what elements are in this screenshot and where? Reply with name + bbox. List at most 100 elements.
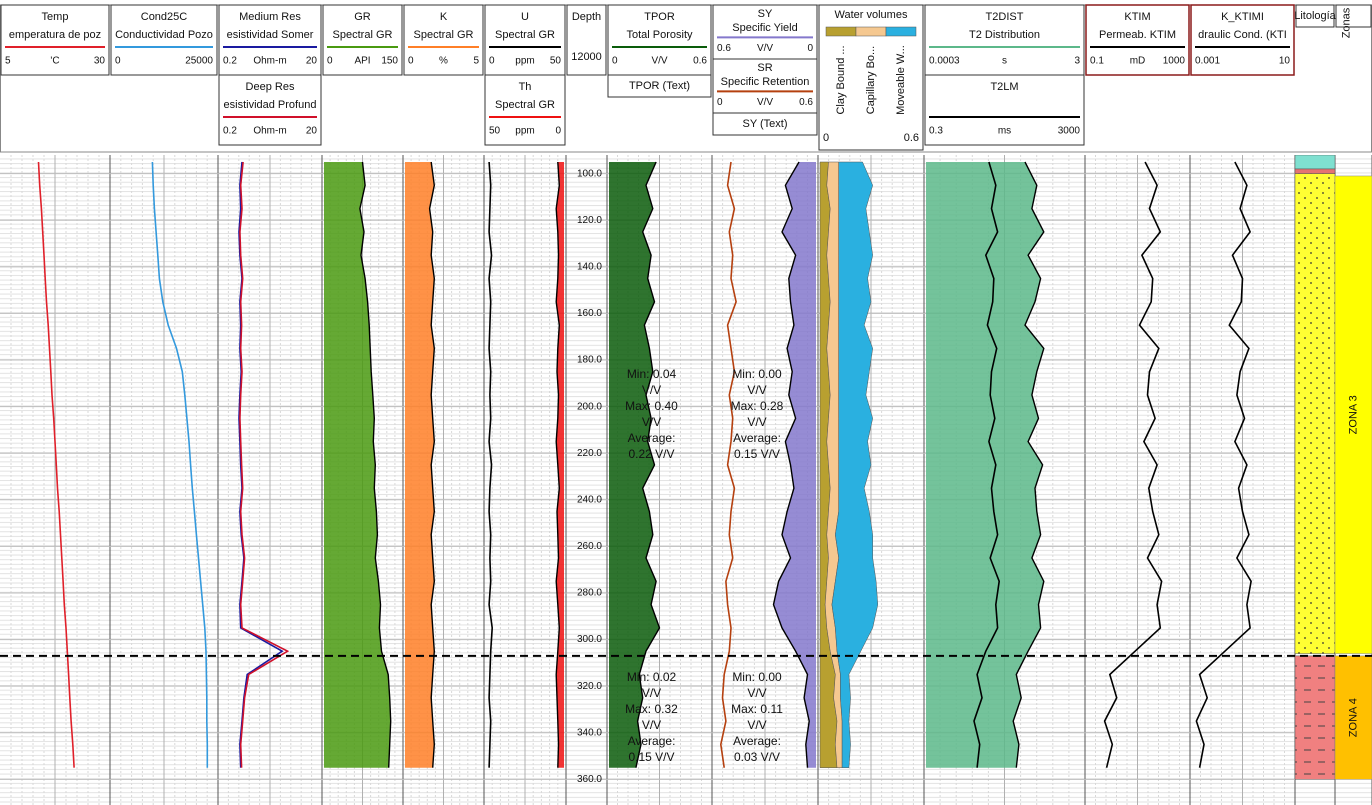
depth-tick-label: 240.0 — [577, 494, 602, 505]
scale-left: 0.001 — [1195, 56, 1220, 67]
header-subtitle: Spectral GR — [495, 29, 555, 41]
zone-label: ZONA 3 — [1347, 395, 1359, 434]
zone-stat: Average: — [628, 734, 676, 748]
header-name: Temp — [42, 11, 69, 23]
header-box — [566, 4, 607, 76]
header-subtitle: Spectral GR — [414, 29, 474, 41]
curve — [151, 161, 209, 768]
depth-tick-label: 360.0 — [577, 774, 602, 785]
zone-stat: Min: 0.02 — [627, 670, 677, 684]
scale-right: 0.6 — [799, 97, 813, 108]
legend-label: Capillary Bo... — [865, 46, 877, 114]
zone-stat: Min: 0.00 — [732, 670, 782, 684]
header-name: KTIM — [1124, 11, 1150, 23]
scale-left: 0.2 — [223, 56, 237, 67]
scale-unit: s — [1002, 56, 1007, 67]
scale-unit: V/V — [651, 56, 667, 67]
zone-stat: V/V — [747, 415, 766, 429]
curve — [359, 161, 392, 768]
scale-right: 50 — [550, 56, 562, 67]
legend-swatch — [825, 26, 857, 37]
curve-fill — [926, 161, 1044, 768]
header-subtitle: Permeab. KTIM — [1099, 29, 1176, 41]
scale-left: 0 — [327, 56, 333, 67]
curve-fill — [609, 161, 660, 768]
scale-unit: ppm — [515, 56, 534, 67]
zone-stat: Min: 0.00 — [732, 367, 782, 381]
legend-swatch — [885, 26, 917, 37]
depth-tick-label: 340.0 — [577, 727, 602, 738]
scale-unit: API — [354, 56, 370, 67]
header-subtitle: Conductividad Pozo — [115, 29, 213, 41]
header-subtitle: 12000 — [571, 51, 602, 63]
curve — [635, 161, 661, 768]
header-name: Zonas — [1340, 7, 1352, 38]
header-box — [924, 74, 1085, 146]
scale-left: 0.3 — [929, 126, 943, 137]
zone-band — [1334, 175, 1372, 654]
depth-tick-label: 280.0 — [577, 588, 602, 599]
scale-unit: % — [439, 56, 448, 67]
header-name: Th — [519, 81, 532, 93]
zone-stat: 0.22 V/V — [628, 447, 674, 461]
scale-right: 0 — [807, 43, 813, 54]
header-subtitle: T2 Distribution — [969, 29, 1040, 41]
scale-left: 0.0003 — [929, 56, 960, 67]
header-name: Deep Res — [246, 81, 295, 93]
scale-left: 0 — [115, 56, 121, 67]
header-subtitle: Total Porosity — [626, 29, 693, 41]
header-box — [110, 4, 218, 76]
header-name: TPOR (Text) — [629, 80, 690, 92]
log-body: 100.0 120.0 140.0 160.0 180.0 200.0 220.0 240.0… — [0, 155, 1372, 805]
scale-left: 0.6 — [717, 43, 731, 54]
scale-left: 0 — [823, 132, 829, 144]
header-subtitle: esistividad Somer — [227, 29, 314, 41]
header-name: T2LM — [990, 81, 1018, 93]
curve — [1195, 161, 1252, 768]
header-box — [1295, 4, 1335, 28]
scale-left: 0 — [408, 56, 414, 67]
scale-right: 0.6 — [904, 132, 919, 144]
header-box — [1190, 4, 1295, 76]
header-box — [218, 74, 322, 146]
scale-unit: V/V — [757, 43, 773, 54]
scale-left: 0 — [489, 56, 495, 67]
zone-stat: 0.15 V/V — [628, 750, 674, 764]
depth-tick-label: 220.0 — [577, 448, 602, 459]
zone-stat: Max: 0.28 — [731, 399, 784, 413]
scale-unit: ppm — [515, 126, 534, 137]
curve — [1012, 161, 1045, 768]
zone-stat: V/V — [642, 383, 661, 397]
depth-tick-label: 100.0 — [577, 168, 602, 179]
header-subtitle: Spectral GR — [333, 29, 393, 41]
legend-swatch — [855, 26, 887, 37]
zone-stat: V/V — [642, 686, 661, 700]
header-name: GR — [354, 11, 371, 23]
scale-unit: mD — [1130, 56, 1146, 67]
header-box — [818, 4, 924, 151]
zone-stat: V/V — [747, 686, 766, 700]
scale-unit: 'C — [50, 56, 59, 67]
curve-fill — [405, 161, 435, 768]
zone-label: ZONA 4 — [1347, 698, 1359, 737]
header-subtitle: draulic Cond. (KTI — [1198, 29, 1287, 41]
scale-left: 50 — [489, 126, 501, 137]
stack-area — [831, 161, 879, 768]
lithology-pattern — [1295, 655, 1335, 780]
header-name: U — [521, 11, 529, 23]
header-name: TPOR — [644, 11, 675, 23]
scale-right: 150 — [381, 56, 398, 67]
zone-stat: Average: — [628, 431, 676, 445]
lithology-pattern — [1295, 173, 1335, 654]
scale-right: 3 — [1074, 56, 1080, 67]
curve — [719, 161, 737, 768]
depth-tick-label: 140.0 — [577, 261, 602, 272]
scale-right: 20 — [306, 126, 318, 137]
header-box — [1335, 4, 1372, 28]
header-name: T2DIST — [986, 11, 1024, 23]
legend-label: Moveable W... — [895, 45, 907, 115]
curve — [488, 161, 494, 768]
depth-tick-label: 300.0 — [577, 634, 602, 645]
